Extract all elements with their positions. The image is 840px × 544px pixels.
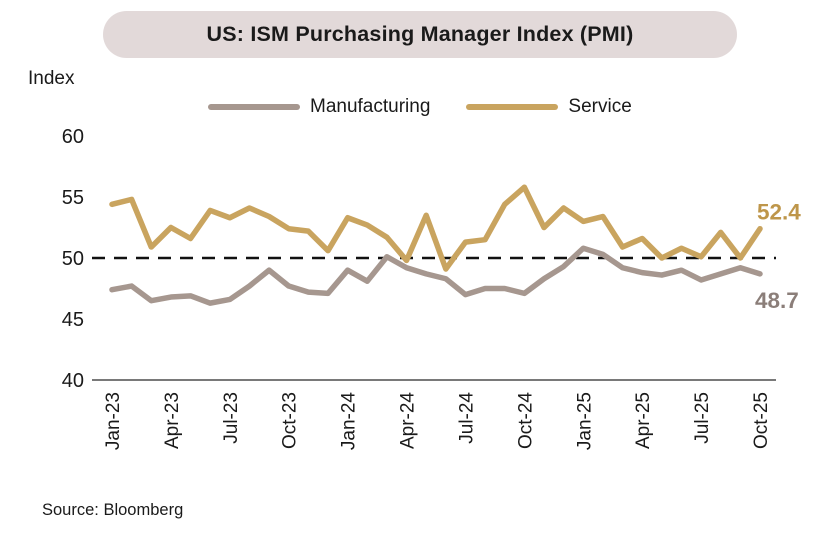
chart-title: US: ISM Purchasing Manager Index (PMI) xyxy=(103,11,737,58)
y-axis-unit-label: Index xyxy=(28,68,75,89)
svg-text:Oct-25: Oct-25 xyxy=(751,392,772,449)
svg-text:Jan-24: Jan-24 xyxy=(339,392,360,451)
svg-text:50: 50 xyxy=(62,248,84,270)
svg-text:Jan-23: Jan-23 xyxy=(103,392,124,450)
svg-text:Jul-24: Jul-24 xyxy=(456,392,477,444)
manufacturing-end-value-label: 48.7 xyxy=(755,288,799,313)
manufacturing-legend-line xyxy=(208,103,300,111)
legend: Manufacturing Service xyxy=(208,96,658,118)
svg-text:Apr-25: Apr-25 xyxy=(633,392,654,449)
service-end-value-label: 52.4 xyxy=(757,200,801,225)
svg-text:40: 40 xyxy=(62,370,84,392)
svg-text:55: 55 xyxy=(62,187,84,209)
svg-text:Jul-25: Jul-25 xyxy=(692,392,713,444)
chart-title-text: US: ISM Purchasing Manager Index (PMI) xyxy=(206,22,634,46)
svg-text:Oct-24: Oct-24 xyxy=(515,392,536,449)
service-legend-line xyxy=(466,103,559,111)
svg-text:Jan-25: Jan-25 xyxy=(574,392,595,450)
svg-text:Apr-23: Apr-23 xyxy=(162,392,183,449)
service-legend-label: Service xyxy=(568,96,632,117)
manufacturing-legend-label: Manufacturing xyxy=(310,96,431,117)
svg-text:Apr-24: Apr-24 xyxy=(398,392,419,449)
svg-text:Oct-23: Oct-23 xyxy=(280,392,301,449)
source-note: Source: Bloomberg xyxy=(42,501,184,519)
svg-text:Jul-23: Jul-23 xyxy=(221,392,242,444)
svg-text:45: 45 xyxy=(62,309,84,331)
svg-text:60: 60 xyxy=(62,126,84,148)
